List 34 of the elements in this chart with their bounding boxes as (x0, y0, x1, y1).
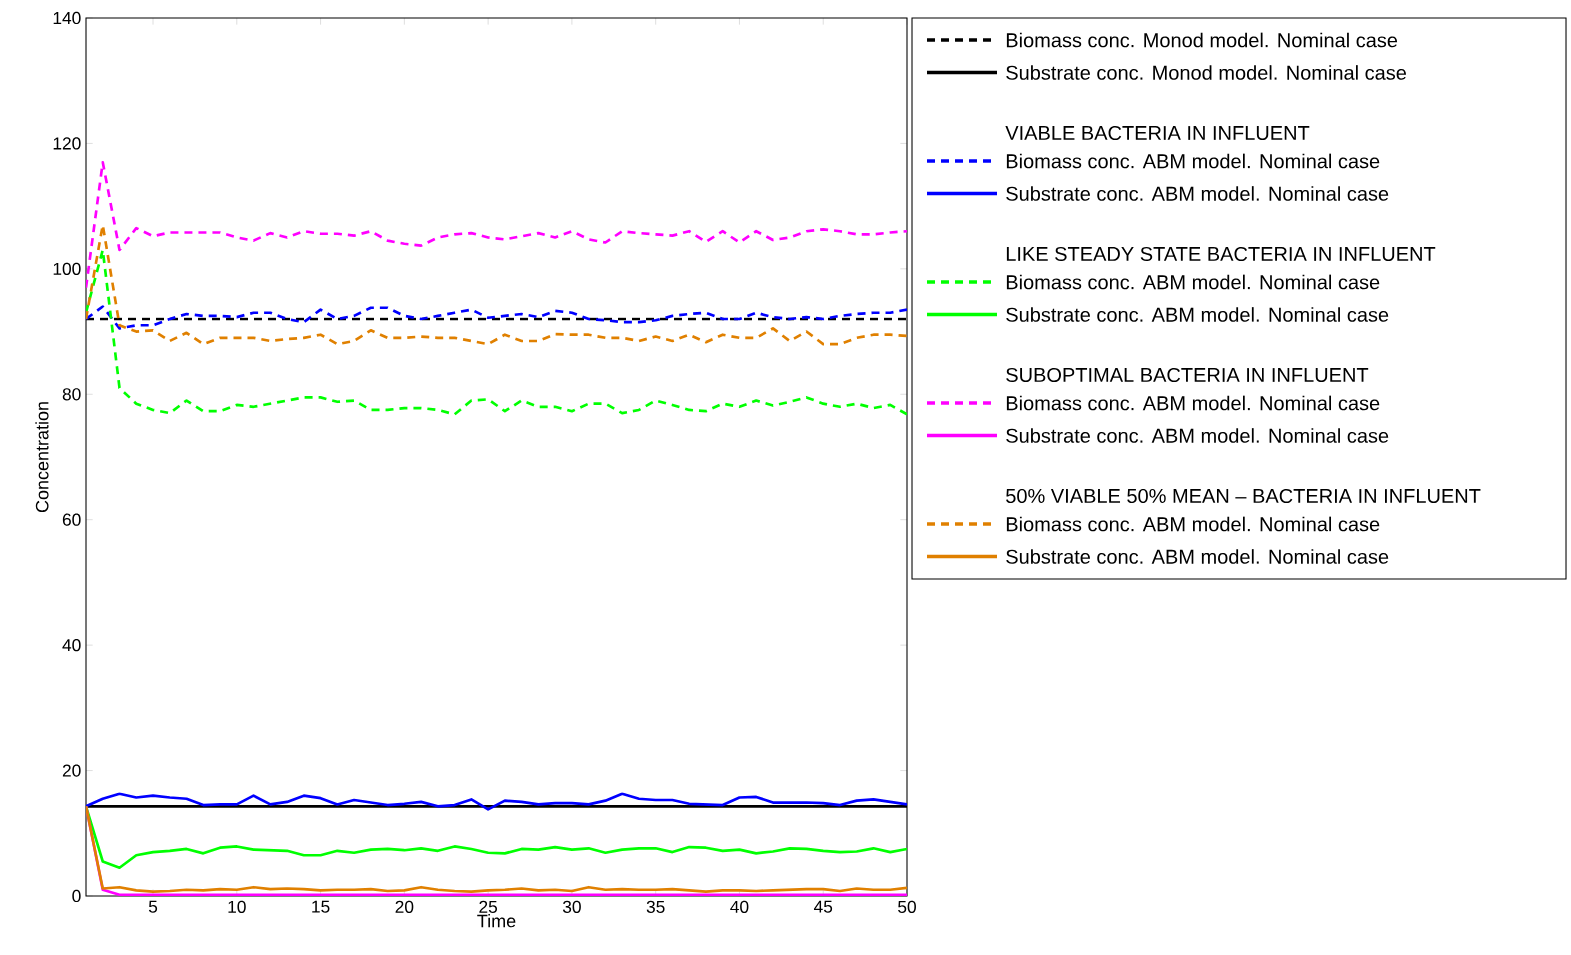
legend-label: Biomass conc. ABM model. Nominal case (1006, 516, 1380, 532)
y-tick-label: 100 (53, 262, 81, 275)
legend-label: Substrate conc. ABM model. Nominal case (1006, 428, 1389, 443)
x-tick-label: 5 (148, 900, 158, 913)
x-tick-label: 40 (730, 900, 749, 913)
x-tick-label: 30 (562, 900, 581, 913)
text: SUBOPTIMAL BACTERIA IN INFLUENT (1006, 367, 1369, 383)
legend-label: Biomass conc. ABM model. Nominal case (1006, 274, 1380, 290)
x-axis-title: Time (477, 914, 516, 928)
y-tick-label: 60 (62, 513, 81, 526)
x-tick-label: 20 (395, 900, 414, 913)
x-tick-label: 25 (479, 900, 498, 913)
legend-label: Biomass conc. ABM model. Nominal case (1006, 153, 1380, 169)
legend-label: Substrate conc. ABM model. Nominal case (1006, 549, 1389, 564)
y-axis-title: Concentration (35, 402, 49, 513)
x-tick-label: 50 (898, 900, 916, 913)
legend-label: Substrate conc. Monod model. Nominal case (1006, 65, 1406, 80)
y-tick-label: 120 (53, 137, 81, 150)
legend-label: Substrate conc. ABM model. Nominal case (1006, 307, 1389, 322)
x-tick-label: 45 (813, 900, 833, 913)
x-tick-label: 35 (646, 900, 665, 913)
legend-label: Biomass conc. Monod model. Nominal case (1006, 32, 1398, 48)
y-tick-label: 40 (62, 638, 81, 652)
y-tick-label: 20 (62, 764, 81, 777)
x-tick-label: 15 (312, 900, 330, 913)
y-tick-label: 140 (53, 11, 81, 25)
text: 50% VIABLE 50% MEAN – BACTERIA IN INFLUENT (1006, 488, 1481, 504)
legend-label: Substrate conc. ABM model. Nominal case (1006, 186, 1389, 201)
text: LIKE STEADY STATE BACTERIA IN INFLUENT (1006, 246, 1436, 262)
x-tick-label: 10 (228, 900, 246, 913)
legend-label: Biomass conc. ABM model. Nominal case (1006, 395, 1380, 411)
y-tick-label: 0 (72, 889, 81, 903)
text: VIABLE BACTERIA IN INFLUENT (1005, 125, 1310, 141)
y-tick-label: 80 (62, 388, 81, 401)
